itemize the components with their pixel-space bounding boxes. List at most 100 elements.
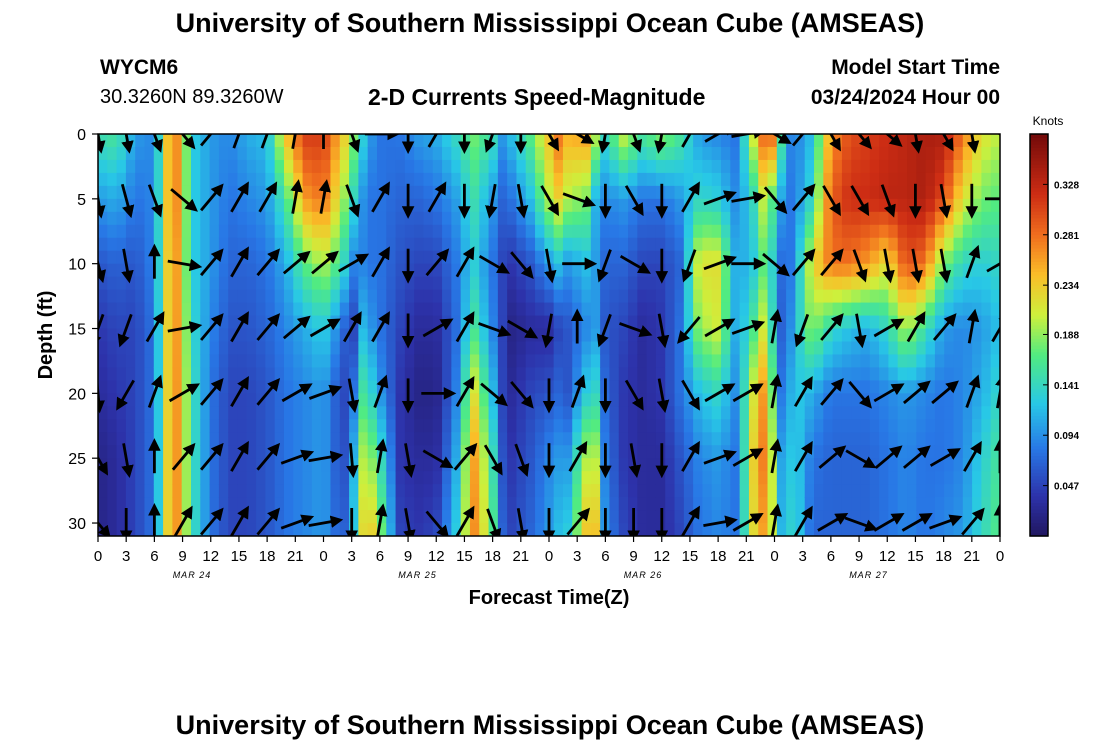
colorbar-swatch [1030, 241, 1048, 246]
heat-cell [888, 484, 899, 498]
heat-cell [786, 276, 797, 291]
heat-cell [135, 237, 146, 252]
colorbar-swatch [1030, 472, 1048, 477]
heat-cell [209, 172, 220, 187]
current-arrow [168, 383, 200, 403]
heat-cell [516, 172, 527, 187]
heat-cell [469, 159, 480, 174]
heat-cell [823, 419, 834, 433]
heat-cell [265, 263, 276, 278]
heat-cell [302, 523, 313, 536]
heat-cell [730, 289, 741, 304]
heat-cell [107, 289, 118, 304]
heat-cell [841, 237, 852, 252]
heat-cell [869, 211, 880, 226]
heat-cell [442, 354, 452, 369]
heat-cell [981, 276, 992, 291]
heat-cell [125, 159, 136, 174]
heat-cell [256, 510, 266, 524]
heat-cell [944, 341, 955, 356]
heat-cell [432, 341, 443, 356]
heat-cell [702, 458, 713, 472]
heat-cell [507, 198, 518, 213]
heat-cell [544, 276, 555, 291]
heat-cell [153, 406, 164, 420]
heat-cell [962, 276, 973, 291]
heat-cell [321, 510, 332, 524]
heat-cell [600, 341, 611, 356]
heat-cell [200, 341, 211, 356]
heat-cell [321, 367, 332, 381]
heat-cell [553, 458, 564, 472]
heat-cell [841, 458, 852, 472]
heat-cell [404, 185, 415, 200]
heat-cell [507, 484, 518, 498]
heat-cell [256, 146, 266, 161]
heat-cell [907, 185, 917, 200]
x-tick-label: 9 [404, 548, 412, 565]
heat-cell [349, 471, 359, 485]
colorbar-swatch [1030, 462, 1048, 467]
heat-cell [256, 134, 266, 148]
heat-cell [535, 172, 545, 187]
heat-cell [293, 211, 304, 226]
heat-cell [637, 419, 648, 433]
heat-cell [823, 458, 834, 472]
heat-cell [860, 367, 871, 381]
colorbar-swatch [1030, 147, 1048, 152]
heat-cell [135, 263, 146, 278]
heat-cell [442, 445, 452, 459]
heat-cell [442, 146, 452, 161]
heat-cell [339, 172, 350, 187]
heat-cell [572, 263, 583, 278]
heat-cell [507, 146, 518, 161]
heat-cell [107, 432, 118, 446]
heat-cell [879, 354, 890, 369]
heat-cell [488, 354, 499, 369]
heat-cell [832, 458, 843, 472]
heat-cell [302, 276, 313, 291]
colorbar-swatch [1030, 221, 1048, 226]
heat-cell [600, 146, 611, 161]
heat-cell [609, 497, 620, 511]
heat-cell [395, 276, 406, 291]
heat-cell [962, 198, 973, 213]
heat-cell [693, 523, 704, 536]
heat-cell [404, 471, 415, 485]
heat-cell [98, 497, 108, 511]
heat-cell [218, 523, 229, 536]
heat-cell [981, 134, 992, 148]
heat-cell [172, 146, 183, 161]
heat-cell [953, 406, 964, 420]
heat-cell [721, 237, 731, 252]
heat-cell [776, 341, 787, 356]
heat-cell [190, 289, 201, 304]
heat-cell [497, 406, 508, 420]
heat-cell [962, 393, 973, 407]
heat-cell [246, 406, 257, 420]
heat-cell [349, 341, 359, 356]
heat-cell [860, 302, 871, 317]
heat-cell [358, 302, 369, 317]
current-arrow [966, 308, 980, 344]
heat-cell [358, 276, 369, 291]
heat-cell [934, 497, 945, 511]
heat-cell [535, 354, 545, 369]
heat-cell [786, 432, 797, 446]
heat-cell [414, 523, 425, 536]
heat-cell [972, 406, 982, 420]
colorbar-swatch [1030, 328, 1048, 333]
heat-cell [274, 458, 285, 472]
heat-cell [804, 237, 815, 252]
heat-cell [181, 224, 192, 239]
colorbar-swatch [1030, 338, 1048, 343]
heat-cell [730, 159, 741, 174]
heat-cell [172, 263, 183, 278]
heat-cell [925, 419, 936, 433]
heat-cell [135, 393, 146, 407]
heat-cell [525, 406, 536, 420]
heat-cell [600, 224, 611, 239]
heat-cell [200, 224, 211, 239]
heat-cell [804, 159, 815, 174]
heat-cell [330, 276, 341, 291]
